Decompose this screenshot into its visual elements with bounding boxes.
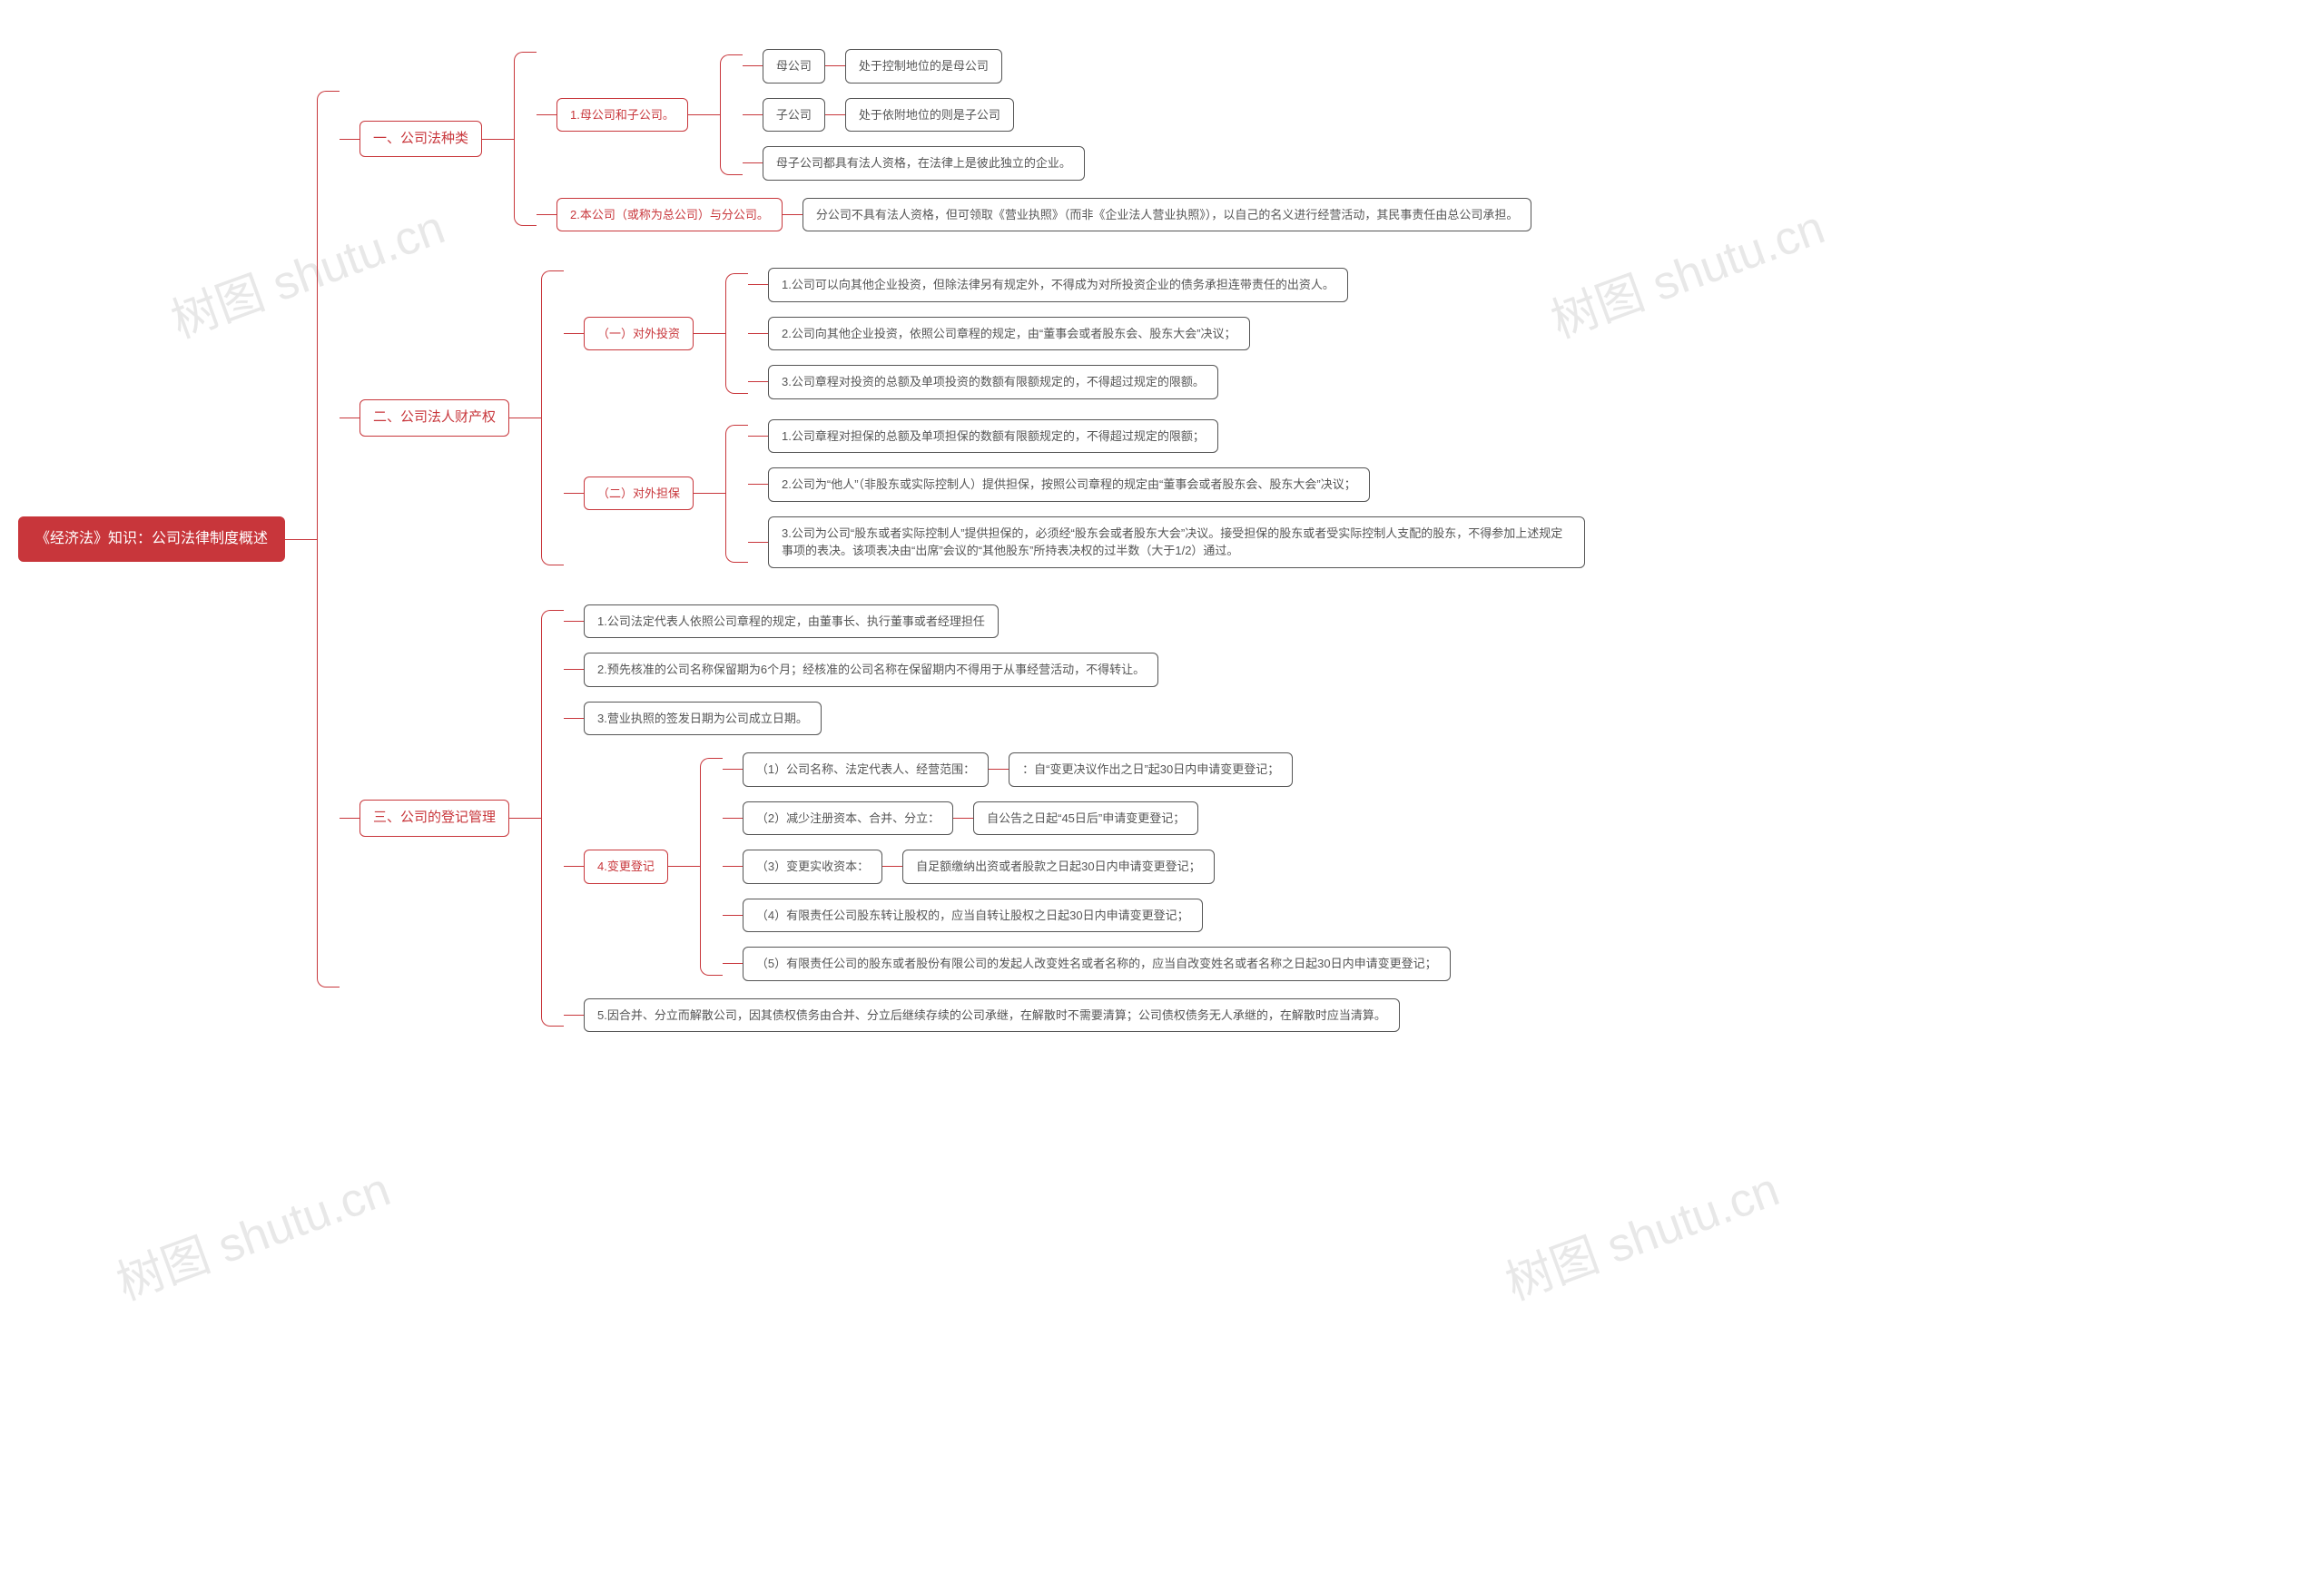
b1-n1-a[interactable]: 母公司 <box>763 49 825 84</box>
b3-n4-b-detail: 自公告之日起“45日后”申请变更登记； <box>973 801 1198 836</box>
b2-n2-b: 2.公司为“他人”（非股东或实际控制人）提供担保，按照公司章程的规定由“董事会或… <box>768 467 1370 502</box>
b1-n2-detail: 分公司不具有法人资格，但可领取《营业执照》（而非《企业法人营业执照》），以自己的… <box>803 198 1532 232</box>
b3-n5: 5.因合并、分立而解散公司，因其债权债务由合并、分立后继续存续的公司承继，在解散… <box>584 998 1400 1033</box>
b3-n4-c-detail: 自足额缴纳出资或者股款之日起30日内申请变更登记； <box>902 850 1214 884</box>
b2-n1-a: 1.公司可以向其他企业投资，但除法律另有规定外，不得成为对所投资企业的债务承担连… <box>768 268 1348 302</box>
b3-n2: 2.预先核准的公司名称保留期为6个月；经核准的公司名称在保留期内不得用于从事经营… <box>584 653 1158 687</box>
b1-n1-c: 母子公司都具有法人资格，在法律上是彼此独立的企业。 <box>763 146 1085 181</box>
b1-n1[interactable]: 1.母公司和子公司。 <box>556 98 688 133</box>
b2-n2[interactable]: （二）对外担保 <box>584 477 694 511</box>
branch-1: 一、公司法种类 1.母公司和子公司。 母公司 处于控制地位的是母公司 <box>340 39 1585 239</box>
b3-n4-c: （3）变更实收资本： <box>743 850 882 884</box>
b2-n1-c: 3.公司章程对投资的总额及单项投资的数额有限额规定的，不得超过规定的限额。 <box>768 365 1218 399</box>
b2-n2-c: 3.公司为公司“股东或者实际控制人”提供担保的，必须经“股东会或者股东大会”决议… <box>768 516 1585 568</box>
b3-n4-a-detail: ：自“变更决议作出之日”起30日内申请变更登记； <box>1009 752 1293 787</box>
b3-n4-a: （1）公司名称、法定代表人、经营范围： <box>743 752 989 787</box>
b1-n2[interactable]: 2.本公司（或称为总公司）与分公司。 <box>556 198 783 232</box>
b3-label[interactable]: 三、公司的登记管理 <box>359 800 509 837</box>
branch-2: 二、公司法人财产权 （一）对外投资 1.公司可以向其他企业投资，但除法律另有规定… <box>340 258 1585 578</box>
branch-3: 三、公司的登记管理 1.公司法定代表人依照公司章程的规定，由董事长、执行董事或者… <box>340 597 1585 1040</box>
b2-n2-a: 1.公司章程对担保的总额及单项担保的数额有限额规定的，不得超过规定的限额； <box>768 419 1218 454</box>
b3-n4[interactable]: 4.变更登记 <box>584 850 668 884</box>
b2-n1[interactable]: （一）对外投资 <box>584 317 694 351</box>
b3-n4-d: （4）有限责任公司股东转让股权的，应当自转让股权之日起30日内申请变更登记； <box>743 899 1203 933</box>
root-node[interactable]: 《经济法》知识：公司法律制度概述 <box>18 516 285 562</box>
b1-n1-b[interactable]: 子公司 <box>763 98 825 133</box>
b2-n1-b: 2.公司向其他企业投资，依照公司章程的规定，由“董事会或者股东会、股东大会”决议… <box>768 317 1250 351</box>
b3-n3: 3.营业执照的签发日期为公司成立日期。 <box>584 702 822 736</box>
watermark: 树图 shutu.cn <box>1495 1151 1787 1312</box>
watermark: 树图 shutu.cn <box>106 1151 399 1312</box>
mindmap: 《经济法》知识：公司法律制度概述 一、公司法种类 1.母公司和子公司。 <box>18 36 2306 1042</box>
b1-n1-b-detail: 处于依附地位的则是子公司 <box>845 98 1014 133</box>
b1-n1-a-detail: 处于控制地位的是母公司 <box>845 49 1002 84</box>
b3-n4-b: （2）减少注册资本、合并、分立： <box>743 801 953 836</box>
b2-label[interactable]: 二、公司法人财产权 <box>359 399 509 437</box>
b3-n1: 1.公司法定代表人依照公司章程的规定，由董事长、执行董事或者经理担任 <box>584 604 999 639</box>
b3-n4-e: （5）有限责任公司的股东或者股份有限公司的发起人改变姓名或者名称的，应当自改变姓… <box>743 947 1451 981</box>
b1-label[interactable]: 一、公司法种类 <box>359 121 482 158</box>
